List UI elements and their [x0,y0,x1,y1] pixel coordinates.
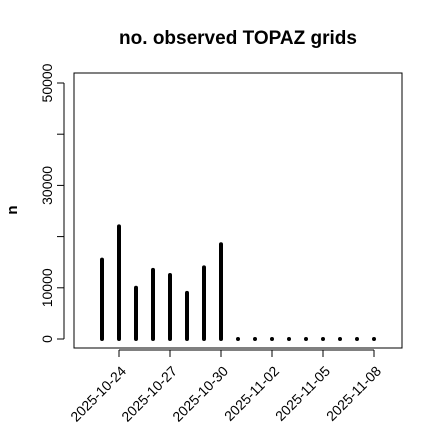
zero-point [372,337,376,341]
zero-point [270,337,274,341]
y-tick-label: 0 [39,335,55,343]
zero-point [236,337,240,341]
chart-title: no. observed TOPAZ grids [119,28,357,49]
y-tick-label: 30000 [39,166,55,205]
zero-point [321,337,325,341]
bars [100,224,376,341]
plot-frame [73,72,403,349]
y-tick-label: 50000 [39,63,55,102]
y-tick-label: 10000 [39,268,55,307]
zero-point [287,337,291,341]
x-axis: 2025-10-242025-10-272025-10-302025-11-02… [67,349,384,425]
zero-point [253,337,257,341]
y-axis: 0 10000 30000 50000 [39,63,65,343]
zero-point [304,337,308,341]
x-tick-label: 2025-10-30 [169,363,231,425]
zero-point [338,337,342,341]
y-axis-label: n [4,205,21,214]
x-tick-label: 2025-11-08 [323,363,384,424]
zero-point [355,337,359,341]
